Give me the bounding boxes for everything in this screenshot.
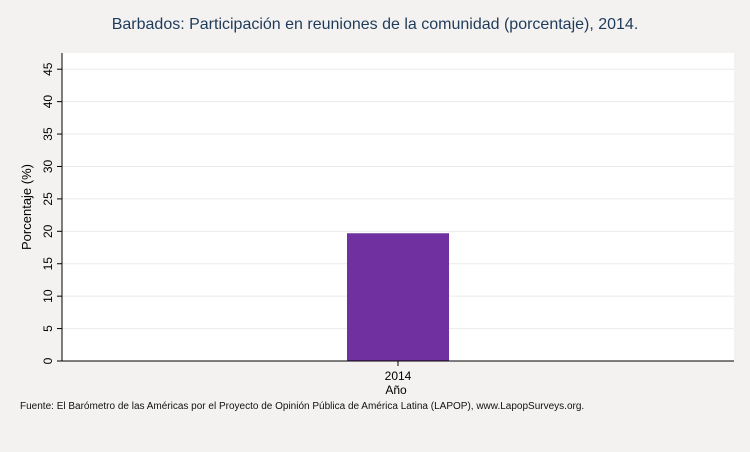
source-note: Fuente: El Barómetro de las Américas por…: [20, 401, 585, 412]
y-tick-label: 15: [41, 257, 55, 271]
y-tick-label: 35: [41, 127, 55, 141]
bar-2014: [347, 233, 449, 361]
x-tick-label: 2014: [385, 369, 412, 383]
y-tick-label: 25: [41, 192, 55, 206]
y-ticks: 0 5 10 15 20 25 30 35 40 45: [41, 62, 62, 364]
bars: [347, 233, 449, 361]
y-tick-label: 20: [41, 224, 55, 238]
y-axis-label: Porcentaje (%): [19, 164, 34, 250]
x-ticks: 2014: [385, 361, 412, 383]
y-tick-label: 40: [41, 95, 55, 109]
y-tick-label: 5: [41, 325, 55, 332]
y-tick-label: 30: [41, 159, 55, 173]
y-tick-label: 10: [41, 289, 55, 303]
y-tick-label: 45: [41, 62, 55, 76]
chart-title: Barbados: Participación en reuniones de …: [111, 16, 639, 33]
y-tick-label: 0: [41, 357, 55, 364]
x-axis-label: Año: [385, 383, 407, 397]
